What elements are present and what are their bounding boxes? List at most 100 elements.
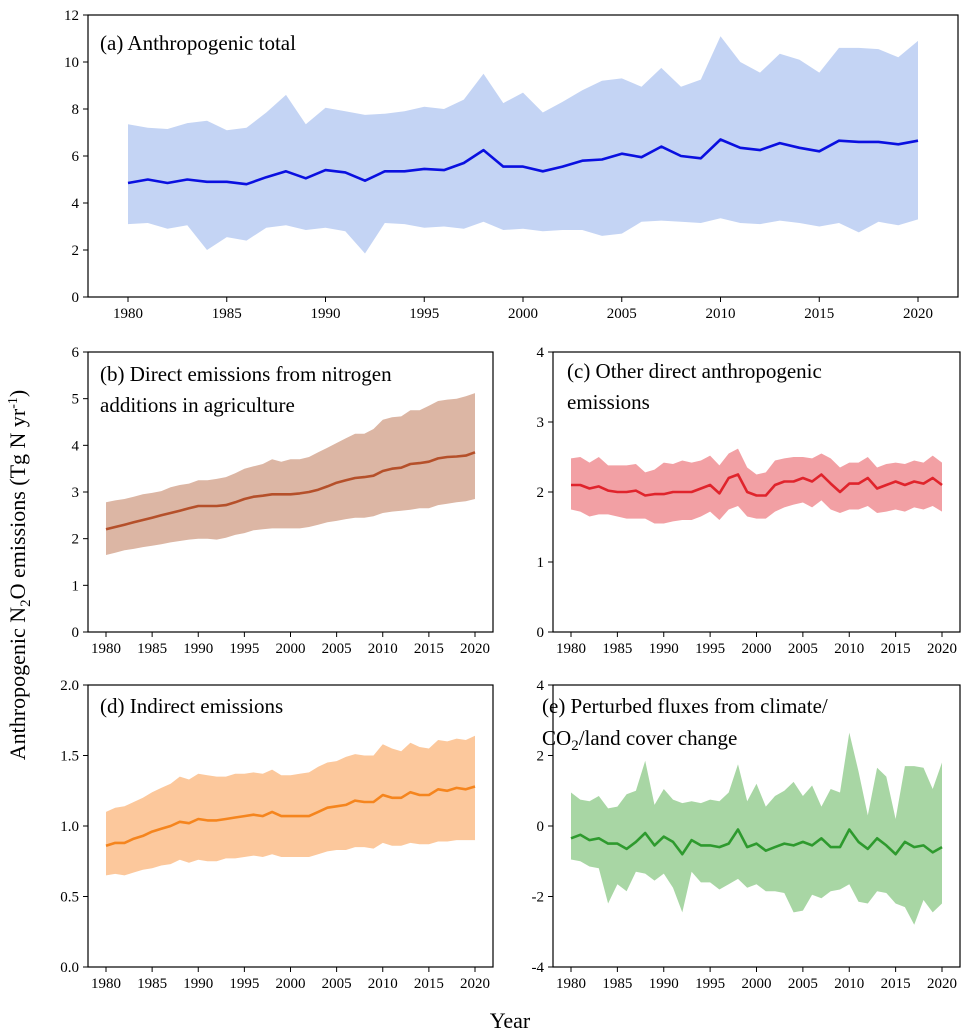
panel-d-xtick-label: 2000 — [276, 976, 306, 992]
panel-e-ytick-label: 4 — [537, 678, 545, 694]
panel-d-xtick-label: 2010 — [368, 976, 398, 992]
panel-c-xtick-label: 2005 — [788, 641, 818, 657]
y-title-main: Anthropogenic N — [5, 607, 30, 760]
panel-a-xtick-label: 2000 — [508, 306, 538, 322]
panel-b-xtick-label: 1980 — [91, 641, 121, 657]
panel-d-xtick-label: 1985 — [137, 976, 167, 992]
panel-c-uncertainty-band — [571, 448, 942, 524]
panel-c-title-line2: emissions — [567, 390, 650, 414]
panel-e-title-co: CO — [542, 726, 571, 750]
panel-a-xtick-label: 2015 — [804, 306, 834, 322]
panel-c-ytick-label: 4 — [537, 345, 545, 361]
panel-e-xtick-label: 2005 — [788, 976, 818, 992]
panel-d-title-line1: (d) Indirect emissions — [100, 694, 283, 718]
panel-b-xtick-label: 2020 — [460, 641, 490, 657]
panel-b-xtick-label: 2000 — [276, 641, 306, 657]
panel-a-xtick-label: 1990 — [311, 306, 341, 322]
panel-e-xtick-label: 1985 — [602, 976, 632, 992]
panel-c-xtick-label: 1995 — [695, 641, 725, 657]
panel-b-xtick-label: 2010 — [368, 641, 398, 657]
panel-b-ytick-label: 1 — [72, 578, 80, 594]
panel-b-ytick-label: 6 — [72, 345, 80, 361]
panel-e-xtick-label: 1990 — [649, 976, 679, 992]
panel-c-xtick-label: 2015 — [881, 641, 911, 657]
panel-b-ytick-label: 3 — [72, 485, 80, 501]
panel-a-xtick-label: 1980 — [113, 306, 143, 322]
panel-a-anthropogenic-total: 0 2 4 6 8 10 12 1980 1985 1990 1995 2000 2005 2010 201… — [64, 8, 959, 322]
panel-a-title-line1: (a) Anthropogenic total — [100, 31, 296, 55]
panel-c-mean-line — [571, 473, 943, 497]
panel-b-xtick-label: 2005 — [322, 641, 352, 657]
panel-b-direct-agriculture: 0 1 2 3 4 5 6 1980 1985 1990 1995 2000 2005 2010 2015 2… — [72, 345, 494, 657]
panel-b-uncertainty-band — [106, 393, 475, 555]
panel-a-ytick-label: 4 — [72, 196, 80, 212]
y-title-tail: O emissions (Tg N yr — [5, 408, 30, 599]
panel-c-other-direct: 0 1 2 3 4 1980 1985 1990 1995 2000 2005 2010 2015 202… — [537, 345, 961, 657]
panel-a-ytick-label: 12 — [64, 8, 79, 24]
panel-c-xtick-label: 2000 — [742, 641, 772, 657]
panel-d-xtick-label: 1990 — [183, 976, 213, 992]
panel-a-xtick-label: 2020 — [903, 306, 933, 322]
panel-b-xtick-label: 1990 — [183, 641, 213, 657]
y-title-sub: 2 — [18, 599, 34, 607]
panel-d-mean-line — [105, 785, 476, 847]
panel-a-ytick-label: 6 — [72, 149, 80, 165]
panel-c-xtick-label: 1980 — [556, 641, 586, 657]
panel-d-xtick-label: 2015 — [414, 976, 444, 992]
panel-e-ytick-label: -2 — [532, 890, 545, 906]
shared-x-axis-title: Year — [490, 1008, 531, 1032]
panel-c-xtick-label: 2020 — [927, 641, 957, 657]
panel-b-title-line2: additions in agriculture — [100, 393, 295, 417]
panel-d-uncertainty-band — [106, 735, 475, 876]
panel-b-ytick-label: 0 — [72, 625, 80, 641]
panel-e-xtick-label: 1995 — [695, 976, 725, 992]
panel-e-xtick-label: 2020 — [927, 976, 957, 992]
panel-a-ytick-label: 10 — [64, 55, 79, 71]
panel-c-xtick-label: 1985 — [602, 641, 632, 657]
panel-d-xtick-label: 2020 — [460, 976, 490, 992]
panel-a-mean-line — [127, 138, 919, 186]
panel-a-xtick-label: 2005 — [607, 306, 637, 322]
panel-e-xtick-label: 1980 — [556, 976, 586, 992]
panel-e-title-line2: CO2/land cover change — [542, 726, 737, 754]
panel-e-xtick-label: 2015 — [881, 976, 911, 992]
panel-e-xtick-label: 2000 — [742, 976, 772, 992]
panel-b-xtick-label: 1995 — [229, 641, 259, 657]
panel-c-title-line1: (c) Other direct anthropogenic — [567, 359, 822, 383]
panel-b-ytick-label: 4 — [72, 438, 80, 454]
panel-d-indirect: 0.0 0.5 1.0 1.5 2.0 1980 1985 1990 1995 2000 2005 2… — [60, 678, 494, 992]
panel-d-ytick-label: 2.0 — [60, 678, 79, 694]
panel-a-xtick-label: 1985 — [212, 306, 242, 322]
panel-d-ytick-label: 0.0 — [60, 960, 79, 976]
panel-a-ytick-label: 8 — [72, 102, 80, 118]
panel-c-ytick-label: 3 — [537, 415, 545, 431]
panel-e-xtick-label: 2010 — [834, 976, 864, 992]
panel-e-ytick-label: -4 — [532, 960, 545, 976]
panel-b-ytick-label: 2 — [72, 532, 80, 548]
panel-d-ytick-label: 1.0 — [60, 819, 79, 835]
panel-c-ytick-label: 2 — [537, 485, 545, 501]
panel-c-ytick-label: 1 — [537, 555, 545, 571]
panel-a-ytick-label: 0 — [72, 290, 80, 306]
panel-a-uncertainty-band — [128, 36, 918, 254]
panel-b-xtick-label: 2015 — [414, 641, 444, 657]
panel-d-xtick-label: 2005 — [322, 976, 352, 992]
panel-e-title-sub: 2 — [571, 738, 579, 754]
panel-a-xtick-label: 1995 — [409, 306, 439, 322]
panel-e-ytick-label: 2 — [537, 749, 545, 765]
panel-e-title-line1: (e) Perturbed fluxes from climate/ — [542, 694, 828, 718]
panel-d-xtick-label: 1995 — [229, 976, 259, 992]
panel-e-mean-line — [570, 828, 943, 856]
panel-d-xtick-label: 1980 — [91, 976, 121, 992]
panel-e-title-rest: /land cover change — [579, 726, 738, 750]
panel-b-xtick-label: 1985 — [137, 641, 167, 657]
panel-e-ytick-label: 0 — [537, 819, 545, 835]
panel-c-ytick-label: 0 — [537, 625, 545, 641]
panel-d-ytick-label: 1.5 — [60, 749, 79, 765]
panel-b-mean-line — [105, 451, 476, 531]
panel-e-uncertainty-band — [571, 732, 942, 925]
panel-c-xtick-label: 2010 — [834, 641, 864, 657]
panel-a-xtick-label: 2010 — [706, 306, 736, 322]
panel-e-perturbed-fluxes: -4 -2 0 2 4 1980 1985 1990 1995 2000 2005 2010 2015 2… — [532, 678, 961, 992]
